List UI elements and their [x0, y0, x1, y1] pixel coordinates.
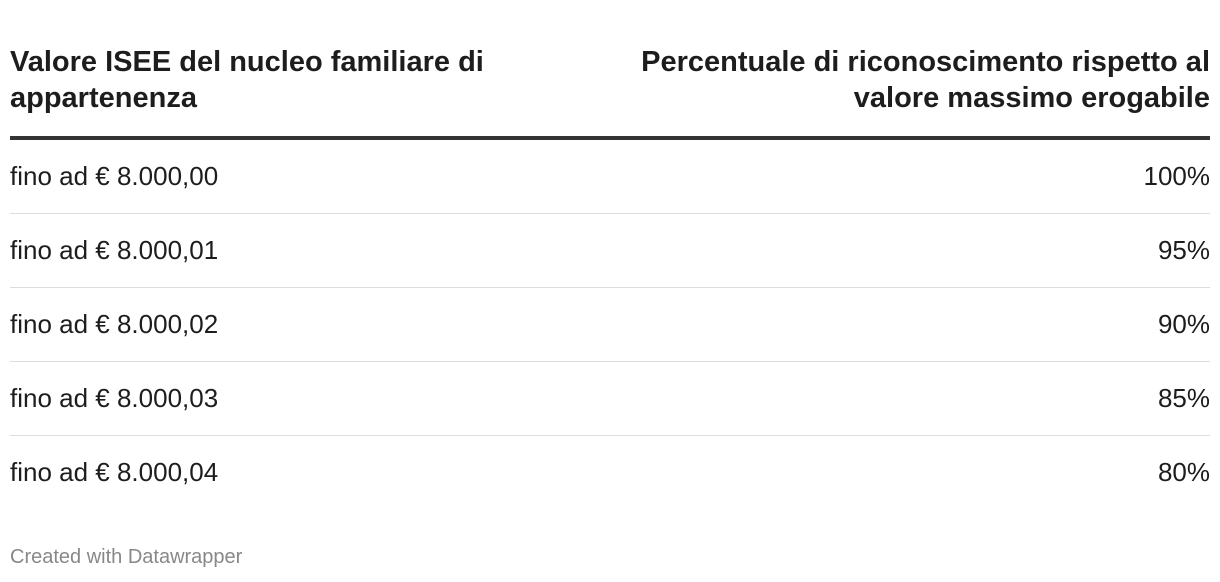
- footer: Created with Datawrapper: [10, 546, 243, 568]
- header-row: Valore ISEE del nucleo familiare di appa…: [10, 44, 1210, 140]
- table-row: fino ad € 8.000,00 100%: [10, 138, 1210, 214]
- table: Valore ISEE del nucleo familiare di appa…: [10, 44, 1210, 509]
- table-row: fino ad € 8.000,02 90%: [10, 287, 1210, 362]
- table-cell: 95%: [610, 213, 1210, 288]
- table-cell: fino ad € 8.000,04: [10, 457, 219, 487]
- table-row: fino ad € 8.000,01 95%: [10, 213, 1210, 288]
- table-cell: 85%: [610, 361, 1210, 436]
- table-cell: fino ad € 8.000,02: [10, 287, 610, 362]
- table-body: fino ad € 8.000,00 100% fino ad € 8.000,01…: [10, 138, 1210, 509]
- table-cell: 80%: [1157, 457, 1210, 487]
- table-wrap: Valore ISEE del nucleo familiare di appa…: [10, 44, 1210, 509]
- header-cell: Valore ISEE del nucleo familiare di appa…: [10, 44, 610, 140]
- table-cell: 100%: [610, 138, 1210, 214]
- table-row: fino ad € 8.000,03 85%: [10, 361, 1210, 436]
- table-cell: fino ad € 8.000,01: [10, 213, 610, 288]
- table-cell: fino ad € 8.000,03: [10, 361, 610, 436]
- table-cell: fino ad € 8.000,00: [10, 138, 610, 214]
- table-row: fino ad € 8.000,04 80%: [10, 436, 1210, 510]
- table-cell: 90%: [610, 287, 1210, 362]
- header-cell: Percentuale di riconoscimento rispetto a…: [610, 44, 1210, 140]
